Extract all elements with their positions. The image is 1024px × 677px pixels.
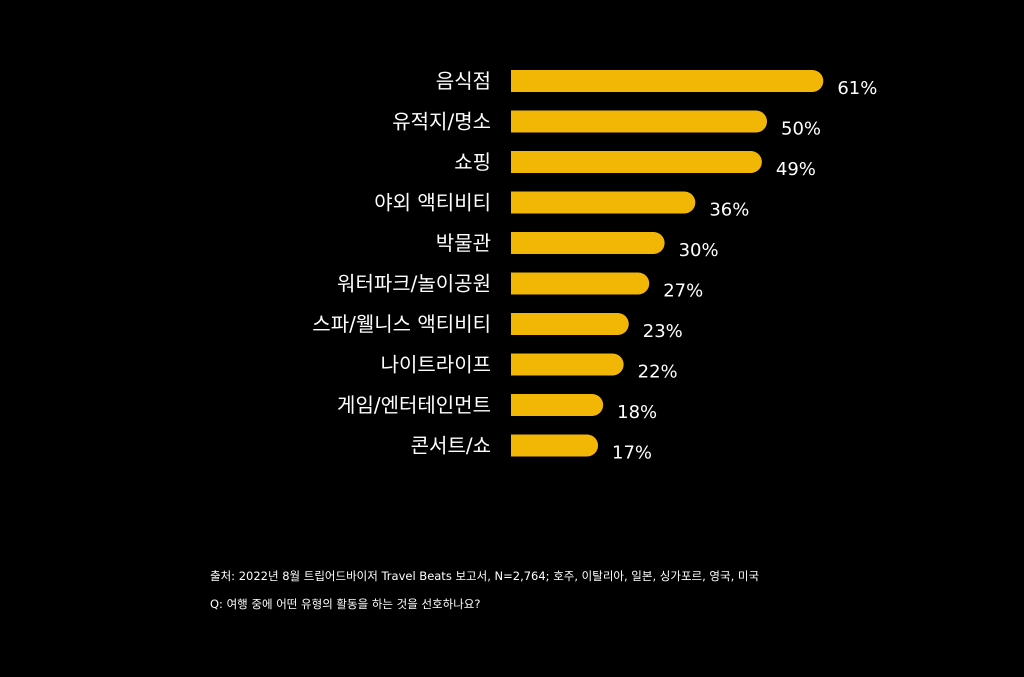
bar-10 (511, 434, 599, 457)
category-label-7: 스파/웰니스 액티비티 (312, 312, 491, 336)
category-label-3: 쇼핑 (454, 150, 491, 174)
value-label-6: 27% (663, 281, 703, 302)
category-label-2: 유적지/명소 (392, 110, 491, 134)
value-label-7: 23% (643, 321, 683, 342)
category-label-10: 콘서트/쇼 (411, 434, 491, 458)
category-label-9: 게임/엔터테인먼트 (337, 393, 491, 417)
value-label-4: 36% (709, 200, 749, 221)
value-label-10: 17% (612, 443, 652, 464)
bar-5 (511, 232, 665, 254)
bar-3 (511, 151, 762, 173)
bar-9 (511, 394, 604, 416)
value-label-9: 18% (617, 402, 657, 423)
category-label-1: 음식점 (436, 69, 491, 93)
value-label-5: 30% (679, 240, 719, 261)
bar-6 (511, 272, 650, 295)
bar-7 (511, 313, 629, 335)
category-label-8: 나이트라이프 (381, 353, 491, 377)
category-label-6: 워터파크/놀이공원 (337, 272, 491, 296)
bar-4 (511, 191, 696, 214)
value-label-8: 22% (638, 362, 678, 383)
value-label-1: 61% (837, 78, 877, 99)
value-label-2: 50% (781, 119, 821, 140)
bar-1 (511, 70, 824, 93)
bar-2 (511, 110, 767, 133)
value-label-3: 49% (776, 159, 816, 180)
bar-8 (511, 353, 624, 376)
category-label-4: 야외 액티비티 (374, 191, 491, 215)
survey-question: Q: 여행 중에 어떤 유형의 활동을 하는 것을 선호하나요? (210, 597, 481, 611)
source-note: 출처: 2022년 8월 트립어드바이저 Travel Beats 보고서, N… (210, 569, 760, 583)
category-label-5: 박물관 (436, 231, 491, 255)
